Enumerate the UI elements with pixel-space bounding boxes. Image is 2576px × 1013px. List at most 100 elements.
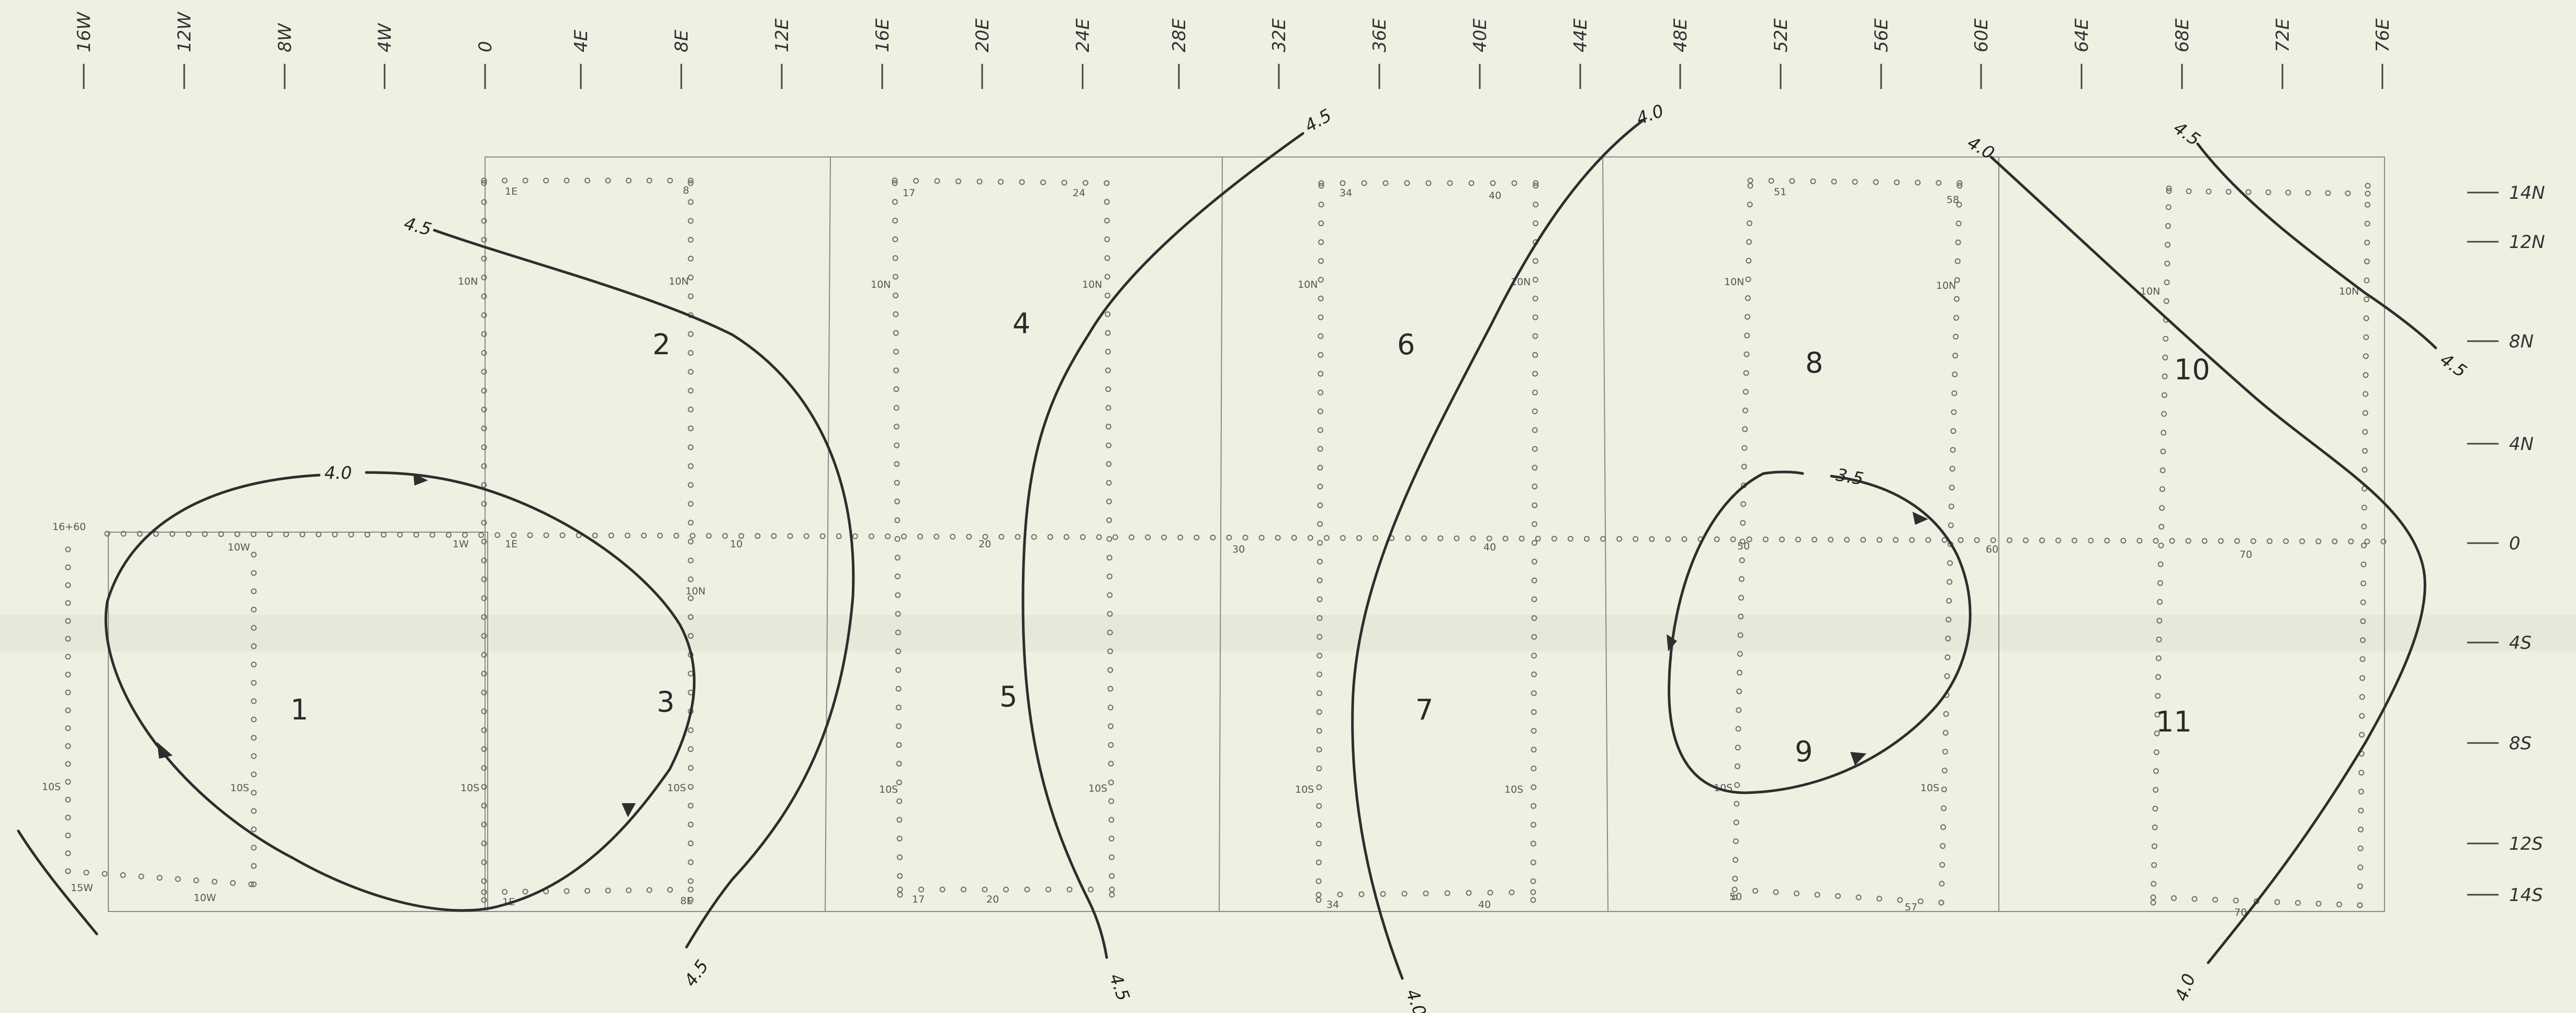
- grid-label: 10N: [685, 586, 705, 597]
- latitude-ticks: [2467, 192, 2499, 896]
- station-dot: [1741, 445, 1748, 451]
- station-dot: [1567, 536, 1573, 542]
- lon-label: 56E: [1871, 18, 1892, 52]
- station-dot: [2336, 902, 2342, 907]
- station-dot: [1938, 899, 1944, 906]
- station-dot: [481, 651, 487, 658]
- station-dot: [1307, 535, 1313, 541]
- station-dot: [894, 442, 900, 448]
- station-dot: [2152, 824, 2158, 830]
- station-dot: [688, 199, 694, 205]
- station-dot: [481, 576, 487, 582]
- station-dot: [1061, 179, 1067, 186]
- station-dot: [1944, 673, 1950, 679]
- station-dot: [892, 236, 898, 242]
- station-dot: [1317, 540, 1323, 546]
- lon-label: 40E: [1470, 18, 1491, 52]
- station-dot: [1106, 461, 1112, 467]
- station-dot: [2155, 674, 2161, 680]
- station-dot: [688, 350, 694, 356]
- station-dot: [1947, 579, 1953, 585]
- station-dot: [2158, 543, 2164, 548]
- station-dot: [584, 888, 590, 894]
- station-dot: [1942, 749, 1948, 755]
- station-dot: [1532, 427, 1538, 433]
- station-dot: [688, 595, 694, 601]
- station-dot: [1317, 521, 1323, 527]
- station-dot: [787, 533, 793, 539]
- station-dot: [1318, 389, 1324, 396]
- station-dot: [1941, 768, 1948, 774]
- station-dot: [1105, 311, 1111, 317]
- lat-label: 0: [2509, 533, 2521, 554]
- station-dot: [1952, 372, 1958, 377]
- station-dot: [1733, 838, 1739, 845]
- station-dot: [481, 614, 487, 620]
- grid-label: 10N: [458, 276, 478, 287]
- station-dot: [896, 761, 902, 767]
- station-dot: [1019, 179, 1025, 185]
- station-dot: [65, 815, 71, 820]
- station-dot: [446, 532, 452, 538]
- grid-label: 10N: [871, 279, 891, 290]
- station-dot: [2363, 391, 2369, 397]
- station-dot: [2151, 862, 2157, 868]
- station-dot: [65, 582, 71, 588]
- region-label: 11: [2156, 705, 2192, 738]
- station-dot: [1956, 183, 1963, 189]
- region-label: 1: [290, 693, 308, 726]
- station-dot: [1939, 881, 1945, 887]
- station-dot: [481, 444, 487, 451]
- station-dot: [917, 533, 924, 539]
- station-dot: [1946, 598, 1952, 604]
- station-dot: [1107, 629, 1113, 636]
- lat-label: 14N: [2509, 183, 2545, 204]
- station-dot: [1974, 537, 1980, 543]
- grid-label: 40: [1478, 899, 1491, 910]
- station-dot: [2380, 538, 2387, 545]
- station-dot: [688, 557, 694, 564]
- station-dot: [481, 237, 487, 243]
- station-dot: [688, 331, 694, 337]
- station-dot: [2363, 372, 2369, 378]
- station-dot: [892, 199, 898, 205]
- station-dot: [1421, 535, 1427, 542]
- station-dot: [819, 533, 826, 539]
- station-dot: [688, 520, 694, 526]
- station-dot: [1437, 535, 1444, 542]
- station-dot: [1063, 534, 1070, 540]
- lon-label: 16E: [872, 18, 893, 52]
- station-dot: [892, 274, 898, 280]
- station-dot: [2360, 599, 2366, 605]
- lat-label: 12N: [2509, 232, 2545, 253]
- grid-label: 30: [1232, 544, 1245, 555]
- station-dot: [895, 667, 902, 673]
- station-dot: [380, 532, 387, 538]
- station-dot: [138, 873, 144, 880]
- station-dot: [1532, 446, 1538, 452]
- grid-label: 34: [1326, 899, 1339, 910]
- station-dot: [1738, 594, 1745, 601]
- station-dot: [1762, 536, 1769, 543]
- contour-line-4-0-region-6-7: [1351, 119, 1645, 980]
- station-dot: [894, 555, 901, 561]
- station-dot: [1768, 178, 1774, 184]
- grid-label: 57: [1905, 902, 1917, 913]
- station-dot: [1940, 824, 1947, 830]
- station-dot: [1747, 183, 1753, 189]
- arrow-marker: [1913, 512, 1928, 525]
- contour-label: 4.5: [680, 956, 713, 990]
- station-dot: [1794, 891, 1799, 896]
- station-dot: [2358, 807, 2364, 814]
- station-dot: [481, 557, 487, 564]
- lat-label: 12S: [2509, 834, 2543, 854]
- station-dot: [2157, 561, 2164, 567]
- station-dot: [1358, 891, 1365, 897]
- station-dot: [1944, 654, 1951, 660]
- station-dot: [2163, 335, 2169, 342]
- station-dot: [527, 532, 533, 538]
- station-dot: [803, 533, 809, 539]
- station-dot: [1380, 891, 1386, 897]
- station-dot: [933, 534, 940, 539]
- station-dot: [1106, 480, 1112, 486]
